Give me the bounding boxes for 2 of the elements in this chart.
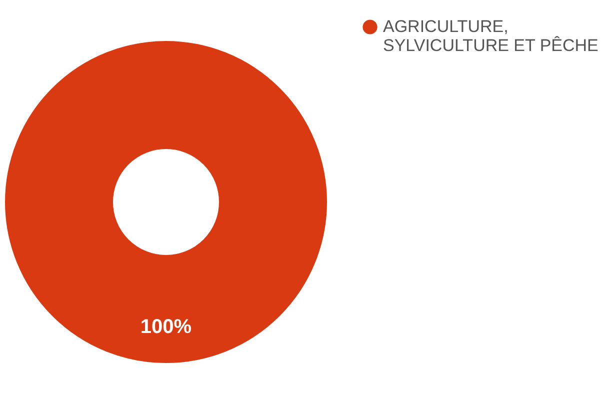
legend-label: AGRICULTURE, SYLVICULTURE ET PÊCHE	[383, 17, 598, 55]
data-label: 100%	[140, 316, 192, 338]
